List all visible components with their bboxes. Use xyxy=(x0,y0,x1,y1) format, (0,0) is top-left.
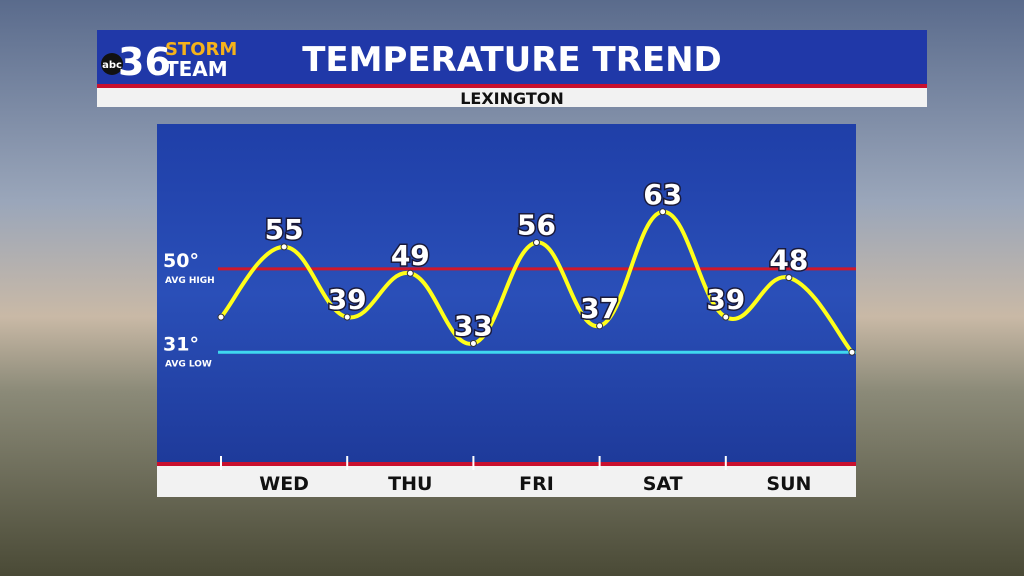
point xyxy=(469,339,477,347)
temperature-line xyxy=(219,209,854,354)
value-label: 33 xyxy=(454,309,493,342)
reference-name: AVG LOW xyxy=(165,359,212,369)
axis-stripe xyxy=(157,462,856,466)
value-label: 39 xyxy=(328,283,367,316)
reference-value: 50° xyxy=(163,250,199,272)
value-label: 37 xyxy=(580,292,619,325)
point xyxy=(217,313,225,321)
x-tick-label: SUN xyxy=(766,473,811,495)
value-label: 63 xyxy=(643,178,682,211)
logo-number: 36 xyxy=(118,40,171,84)
point xyxy=(596,322,604,330)
value-label: 56 xyxy=(517,209,556,242)
x-tick-label: FRI xyxy=(519,473,554,495)
value-label: 55 xyxy=(265,213,304,246)
value-label: 39 xyxy=(706,283,745,316)
reference-value: 31° xyxy=(163,333,199,355)
point xyxy=(659,208,667,216)
x-tick-label: THU xyxy=(388,473,432,495)
logo-line1: STORM xyxy=(165,39,237,60)
logo-badge xyxy=(101,53,123,75)
point xyxy=(533,239,540,247)
header-bar xyxy=(97,30,927,85)
header-stripe xyxy=(97,84,927,88)
x-tick-label: WED xyxy=(259,473,309,495)
x-tick-label: SAT xyxy=(643,473,683,495)
point xyxy=(785,274,793,282)
point xyxy=(343,313,351,321)
logo-line2: TEAM xyxy=(165,57,228,81)
point xyxy=(280,243,288,251)
point xyxy=(848,348,856,356)
point xyxy=(406,269,414,277)
subtitle-bar xyxy=(97,88,927,107)
axis-bar xyxy=(157,466,856,497)
plot-panel xyxy=(157,124,856,464)
reference-name: AVG HIGH xyxy=(165,276,215,286)
chart-title: TEMPERATURE TREND xyxy=(302,40,722,80)
logo-network: abc xyxy=(102,60,122,71)
value-label: 49 xyxy=(391,239,430,272)
value-label: 48 xyxy=(769,244,808,277)
chart-subtitle: LEXINGTON xyxy=(460,89,564,108)
point xyxy=(722,313,730,321)
